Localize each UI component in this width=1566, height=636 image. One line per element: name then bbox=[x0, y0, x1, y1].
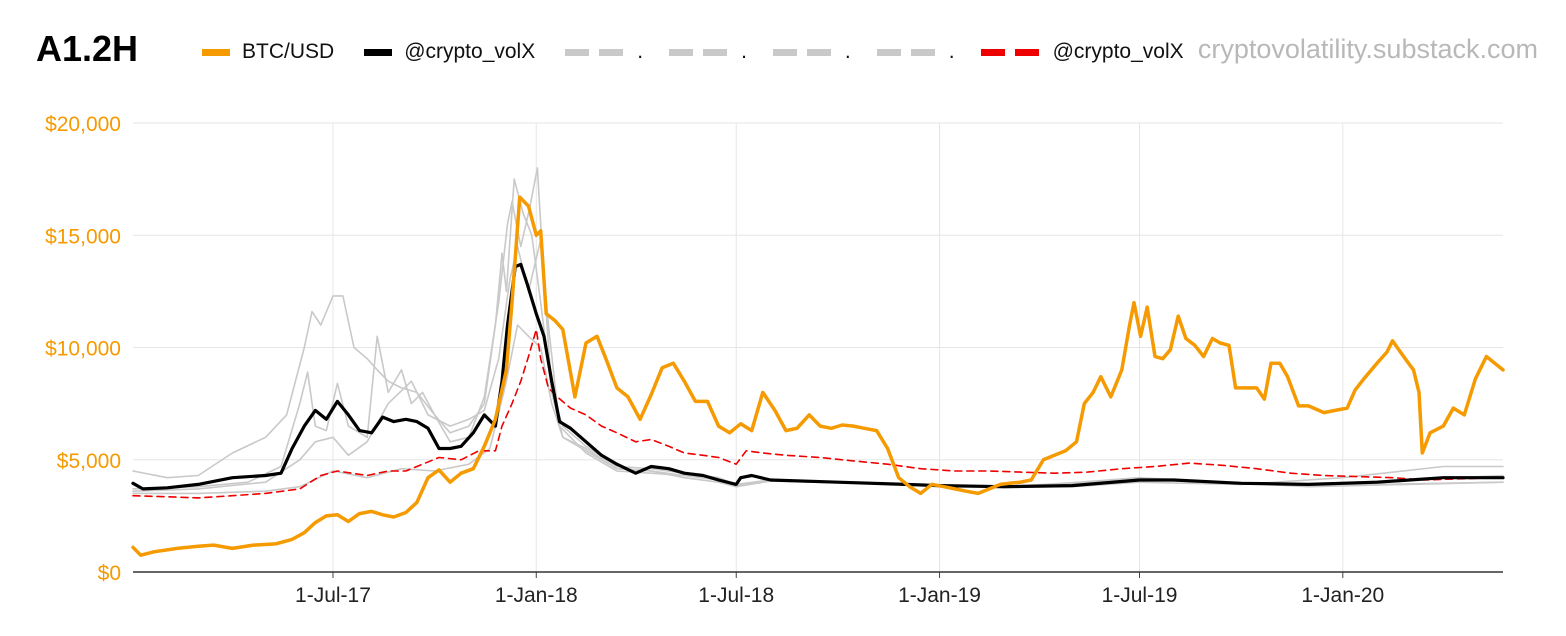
y-tick-label: $0 bbox=[98, 562, 121, 585]
x-tick-label: 1-Jan-20 bbox=[1301, 584, 1384, 607]
legend-label-gray-3: . bbox=[844, 40, 851, 63]
gray-series-3-line bbox=[132, 238, 1504, 493]
x-tick-label: 1-Jul-17 bbox=[295, 584, 371, 607]
series-group bbox=[131, 167, 1505, 557]
legend-label-crypto-volx-black: @crypto_volX bbox=[404, 40, 536, 63]
legend-swatch-btc-usd bbox=[202, 48, 230, 56]
gray-series-4-line bbox=[132, 324, 1504, 495]
x-tick-label: 1-Jan-19 bbox=[898, 584, 981, 607]
legend-item-crypto-volx-red: @crypto_volX bbox=[980, 40, 1184, 64]
gridlines bbox=[133, 122, 1503, 572]
y-tick-label: $10,000 bbox=[45, 338, 121, 361]
legend-swatch-gray-4 bbox=[876, 48, 935, 56]
legend-swatch-crypto-volx-red bbox=[980, 48, 1039, 56]
legend-swatch-gray-3 bbox=[772, 48, 831, 56]
legend-swatch-crypto-volx-black bbox=[364, 48, 393, 56]
x-tick-label: 1-Jul-18 bbox=[698, 584, 774, 607]
x-tick-label: 1-Jan-18 bbox=[495, 584, 578, 607]
legend: BTC/USD @crypto_volX . . . . @crypto_vol… bbox=[202, 36, 1214, 68]
axes: $0 $5,000 $10,000 $15,000 $20,000 1-Jul-17 1-J… bbox=[45, 113, 1503, 607]
legend-label-crypto-volx-red: @crypto_volX bbox=[1052, 40, 1184, 63]
legend-swatch-gray-2 bbox=[669, 48, 728, 56]
y-tick-label: $5,000 bbox=[57, 450, 121, 473]
y-tick-label: $20,000 bbox=[45, 113, 121, 136]
legend-swatch-gray-1 bbox=[565, 48, 624, 56]
legend-item-btc-usd: BTC/USD bbox=[202, 40, 334, 64]
legend-item-gray-1: . bbox=[565, 40, 643, 64]
legend-label-gray-1: . bbox=[637, 40, 644, 63]
crypto-volx-black-line bbox=[131, 262, 1505, 491]
legend-item-crypto-volx-black: @crypto_volX bbox=[364, 40, 535, 64]
legend-label-btc-usd: BTC/USD bbox=[242, 40, 335, 63]
x-tick-label: 1-Jul-19 bbox=[1102, 584, 1178, 607]
gray-series-2-line bbox=[132, 167, 1504, 490]
btc-usd-line bbox=[131, 195, 1505, 557]
legend-item-gray-4: . bbox=[876, 40, 955, 64]
chart-title: A1.2H bbox=[36, 28, 139, 69]
y-tick-label: $15,000 bbox=[45, 225, 121, 248]
legend-item-gray-3: . bbox=[772, 40, 851, 64]
watermark: cryptovolatility.substack.com bbox=[1197, 34, 1538, 64]
legend-item-gray-2: . bbox=[669, 40, 747, 64]
gray-series-1-line bbox=[132, 178, 1504, 488]
legend-label-gray-4: . bbox=[948, 40, 955, 63]
legend-label-gray-2: . bbox=[741, 40, 747, 63]
